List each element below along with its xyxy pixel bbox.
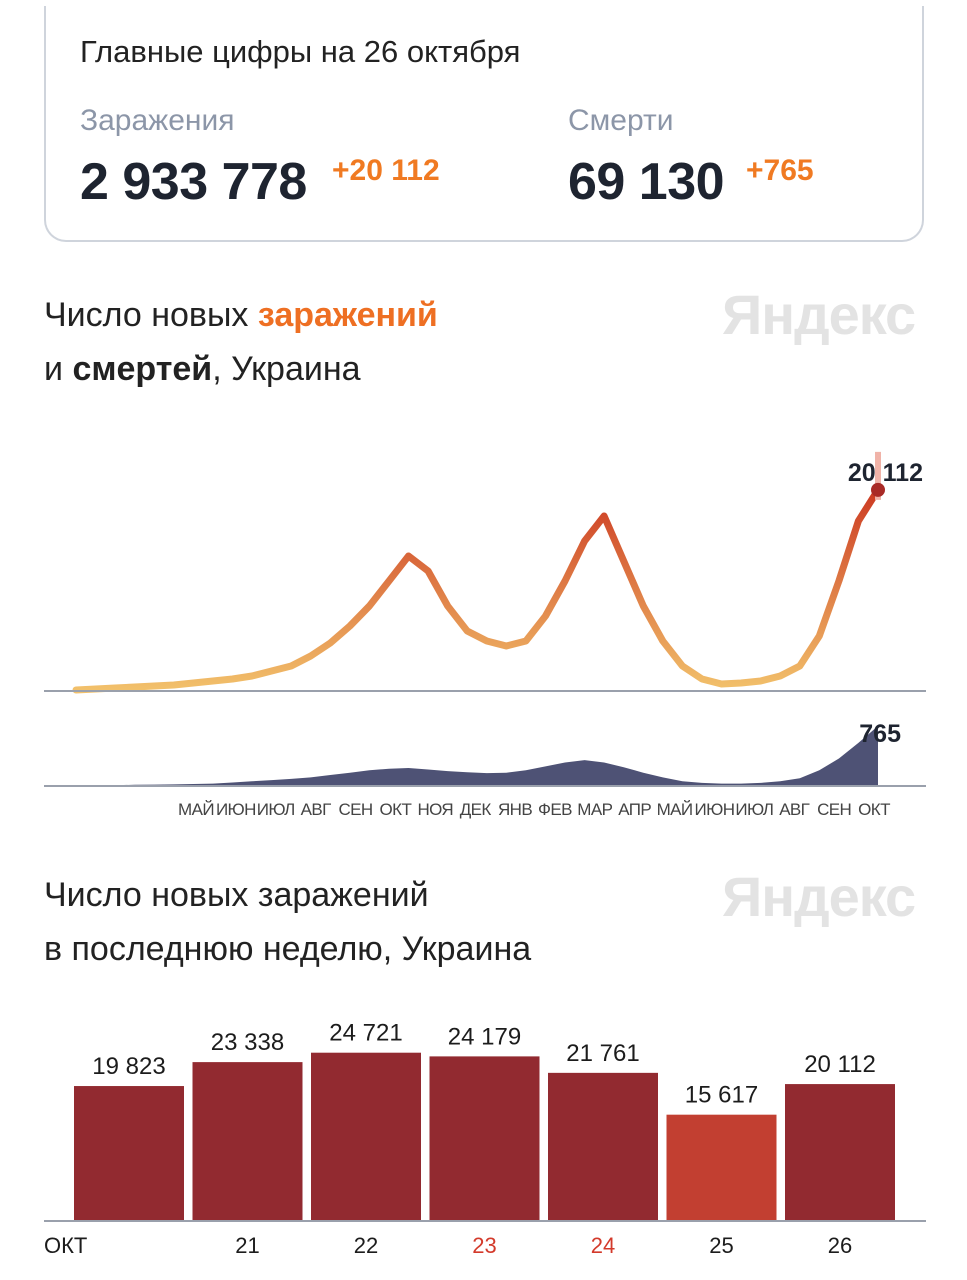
month-tick-label: НОЯ <box>417 800 453 819</box>
month-tick-label: ДЕК <box>460 800 492 819</box>
deaths-area <box>76 726 878 786</box>
bar-category-label: 25 <box>709 1233 733 1258</box>
infections-total: 2 933 778 <box>80 153 307 211</box>
bar-value-label: 23 338 <box>211 1029 284 1056</box>
bar <box>192 1062 303 1221</box>
month-tick-label: ФЕВ <box>538 800 572 819</box>
month-tick-label: АВГ <box>301 800 331 819</box>
chart1-heading-accent: заражений <box>257 296 438 334</box>
chart1-heading: Число новых заражений и смертей, Украина <box>44 288 438 396</box>
bar-value-label: 24 179 <box>448 1023 521 1050</box>
bar-category-label: 23 <box>472 1233 496 1258</box>
chart1-heading-line1: Число новых заражений <box>44 288 438 342</box>
month-tick-label: АПР <box>618 800 651 819</box>
summary-title: Главные цифры на 26 октября <box>80 34 521 69</box>
bar <box>666 1114 777 1221</box>
bar-value-label: 19 823 <box>92 1053 165 1080</box>
infections-line <box>72 486 882 694</box>
chart1-heading-prefix: Число новых <box>44 296 258 334</box>
chart1-heading-prefix2: и <box>44 350 73 388</box>
summary-card: Главные цифры на 26 октября Заражения 2 … <box>44 6 924 242</box>
infections-deaths-chart: МАЙ ИЮН ИЮЛ АВГ СЕН ОКТ НОЯ ДЕК ЯНВ ФЕВ МАР АПР МАЙ И… <box>44 451 926 819</box>
bar <box>785 1084 895 1221</box>
month-tick-label: МАР <box>577 800 612 819</box>
month-tick-label: ОКТ <box>858 800 890 819</box>
bar <box>548 1072 658 1221</box>
bar-category-label: 22 <box>354 1233 378 1258</box>
yandex-watermark-2: Яндекс <box>722 865 916 928</box>
month-axis: МАЙ ИЮН ИЮЛ АВГ СЕН ОКТ НОЯ ДЕК ЯНВ ФЕВ МАР АПР МАЙ И… <box>178 800 891 819</box>
month-tick-label: МАЙ <box>657 800 693 819</box>
bar-category-label: 21 <box>235 1233 259 1258</box>
bar <box>311 1052 421 1221</box>
month-tick-label: ИЮЛ <box>257 800 295 819</box>
infections-delta: +20 112 <box>332 154 440 187</box>
month-tick-label: СЕН <box>817 800 851 819</box>
yandex-watermark-1: Яндекс <box>722 283 916 346</box>
bar-value-label: 15 617 <box>685 1082 758 1109</box>
bar-series: 19 823 ОКТ 23 338 21 24 721 22 24 179 23 21 761 2… <box>44 1020 895 1258</box>
month-tick-label: ИЮН <box>216 800 256 819</box>
deaths-total: 69 130 <box>568 153 725 211</box>
bar-value-label: 20 112 <box>804 1051 876 1078</box>
deaths-last-value: 765 <box>859 720 901 748</box>
month-tick-label: СЕН <box>338 800 372 819</box>
month-tick-label: АВГ <box>779 800 809 819</box>
month-tick-label: ИЮЛ <box>735 800 773 819</box>
month-tick-label: ИЮН <box>695 800 735 819</box>
infections-last-point <box>871 482 885 497</box>
deaths-delta: +765 <box>746 154 814 187</box>
deaths-label: Смерти <box>568 104 674 137</box>
bar <box>429 1056 540 1221</box>
bar <box>74 1086 184 1221</box>
chart1-heading-suffix: , Украина <box>212 350 361 388</box>
chart2-heading: Число новых заражений в последнюю неделю… <box>44 868 531 976</box>
month-tick-label: ОКТ <box>380 800 412 819</box>
bar-category-label: 24 <box>591 1233 615 1258</box>
bar-value-label: 24 721 <box>329 1020 402 1047</box>
weekly-bar-chart: 19 823 ОКТ 23 338 21 24 721 22 24 179 23 21 761 2… <box>44 1020 926 1258</box>
infections-last-value: 20 112 <box>848 459 923 487</box>
month-tick-label: ЯНВ <box>498 800 532 819</box>
bar-category-label: 26 <box>828 1233 852 1258</box>
chart1-heading-bold: смертей <box>72 350 213 388</box>
chart2-heading-line1: Число новых заражений <box>44 876 429 914</box>
month-tick-label: МАЙ <box>178 800 214 819</box>
infections-label: Заражения <box>80 104 235 137</box>
deaths-series <box>76 726 878 786</box>
chart1-heading-line2: и смертей, Украина <box>44 342 438 396</box>
bar-category-label: ОКТ <box>44 1233 87 1258</box>
chart2-heading-line2: в последнюю неделю, Украина <box>44 930 532 968</box>
bar-value-label: 21 761 <box>566 1040 639 1067</box>
infections-series <box>72 451 885 694</box>
